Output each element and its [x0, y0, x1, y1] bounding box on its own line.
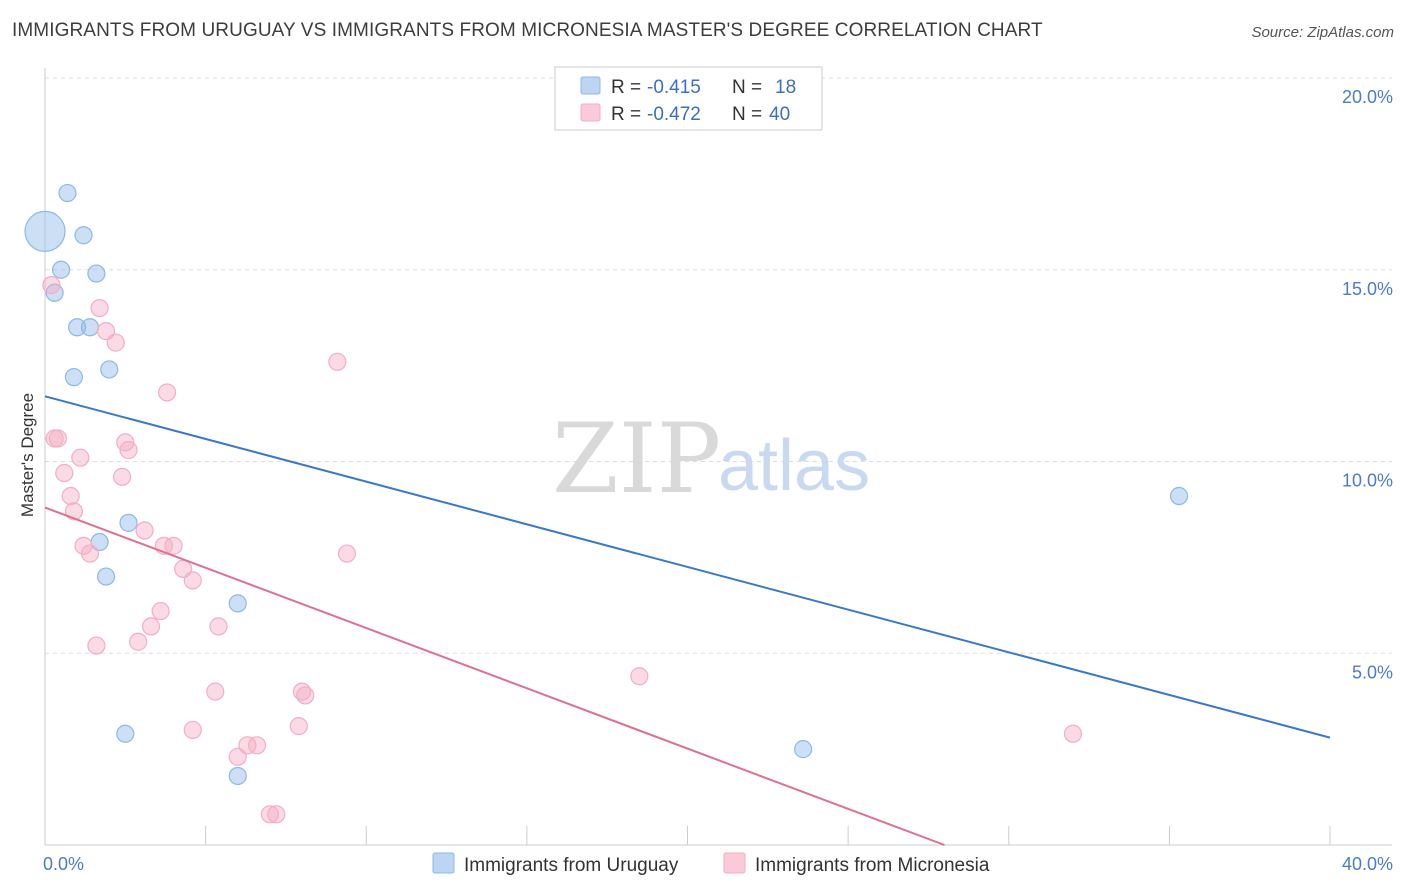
micronesia-point-23: [151, 601, 170, 621]
micronesia-point-15: [135, 521, 154, 540]
uruguay-point-13: [228, 594, 247, 613]
micronesia-point-14: [64, 502, 84, 521]
grid-layer: [45, 77, 1392, 654]
micronesia-point-22: [183, 571, 202, 590]
legend-n-value-micronesia: 40: [769, 104, 790, 125]
micronesia-trend-line: [44, 506, 945, 846]
micronesia-point-13: [61, 486, 80, 506]
x-tick-label-0: 0.0%: [43, 854, 84, 874]
micronesia-point-0: [42, 275, 61, 295]
points-layer: [24, 183, 1189, 824]
micronesia-point-24: [141, 617, 161, 636]
uruguay-point-8: [100, 360, 119, 379]
legend-r-label-micronesia: R =: [611, 104, 641, 125]
legend-stats: R = -0.415 N = 18 R = -0.472 N = 40: [554, 66, 823, 131]
legend-bottom-label-uruguay: Immigrants from Uruguay: [464, 855, 679, 876]
axis-layer: 5.0% 10.0% 15.0% 20.0% 0.0% 40.0%: [43, 68, 1393, 874]
watermark-atlas: atlas: [718, 426, 870, 506]
legend-r-value-micronesia: -0.472: [647, 104, 701, 125]
y-tick-label-5: 5.0%: [1352, 662, 1393, 682]
uruguay-point-16: [794, 740, 813, 759]
micronesia-point-1: [90, 299, 109, 318]
micronesia-point-32: [183, 720, 202, 740]
micronesia-point-27: [87, 636, 106, 655]
micronesia-point-25: [209, 617, 228, 636]
micronesia-point-9: [119, 440, 138, 460]
uruguay-point-12: [96, 567, 116, 586]
micronesia-point-17: [80, 544, 100, 563]
micronesia-point-39: [267, 805, 286, 824]
micronesia-point-7: [45, 429, 64, 448]
legend-bottom-swatch-uruguay: [432, 852, 455, 874]
micronesia-point-20: [337, 544, 357, 563]
uruguay-point-17: [1169, 486, 1189, 506]
uruguay-point-0: [24, 210, 66, 252]
y-tick-label-10: 10.0%: [1342, 471, 1393, 491]
legend-r-value-uruguay: -0.415: [647, 77, 701, 98]
micronesia-point-12: [112, 467, 132, 486]
chart-title: IMMIGRANTS FROM URUGUAY VS IMMIGRANTS FR…: [12, 20, 1043, 41]
legend-series: Immigrants from Uruguay Immigrants from …: [432, 852, 990, 876]
micronesia-point-3: [106, 333, 125, 352]
uruguay-point-14: [116, 724, 135, 743]
micronesia-point-28: [630, 667, 649, 686]
micronesia-point-26: [129, 632, 148, 651]
legend-swatch-micronesia: [580, 103, 601, 122]
micronesia-point-10: [71, 448, 90, 467]
legend-r-label-uruguay: R =: [611, 77, 641, 98]
trend-layer: [44, 395, 1331, 846]
micronesia-point-4: [328, 352, 347, 371]
y-tick-label-15: 15.0%: [1342, 279, 1393, 299]
legend-bottom-label-micronesia: Immigrants from Micronesia: [755, 855, 990, 876]
micronesia-point-5: [157, 383, 177, 402]
uruguay-point-10: [119, 513, 138, 532]
micronesia-point-31: [296, 686, 315, 705]
uruguay-point-3: [51, 260, 71, 279]
uruguay-trend-line: [44, 395, 1331, 739]
x-tick-label-40: 40.0%: [1342, 854, 1393, 874]
legend-n-label-micronesia: N =: [732, 104, 762, 125]
source-credit: Source: ZipAtlas.com: [1251, 24, 1394, 41]
y-tick-label-20: 20.0%: [1342, 87, 1393, 107]
micronesia-point-29: [206, 682, 225, 701]
micronesia-point-19: [164, 536, 183, 555]
watermark: ZIP atlas: [552, 403, 870, 515]
micronesia-point-35: [247, 736, 267, 755]
uruguay-point-1: [58, 183, 77, 203]
legend-n-label-uruguay: N =: [732, 77, 762, 98]
uruguay-point-9: [64, 368, 84, 387]
uruguay-point-4: [87, 264, 106, 283]
watermark-zip: ZIP: [552, 403, 721, 515]
legend-n-value-uruguay: 18: [775, 77, 796, 98]
y-axis-label: Master's Degree: [18, 393, 37, 517]
micronesia-point-38: [260, 805, 279, 824]
micronesia-point-37: [1063, 724, 1083, 743]
uruguay-point-7: [68, 318, 87, 337]
uruguay-point-15: [228, 766, 247, 786]
micronesia-point-33: [289, 717, 308, 736]
legend-swatch-uruguay: [580, 76, 601, 95]
micronesia-point-36: [228, 747, 247, 766]
uruguay-point-2: [74, 226, 93, 245]
legend-bottom-swatch-micronesia: [723, 852, 746, 874]
micronesia-point-11: [55, 463, 74, 483]
